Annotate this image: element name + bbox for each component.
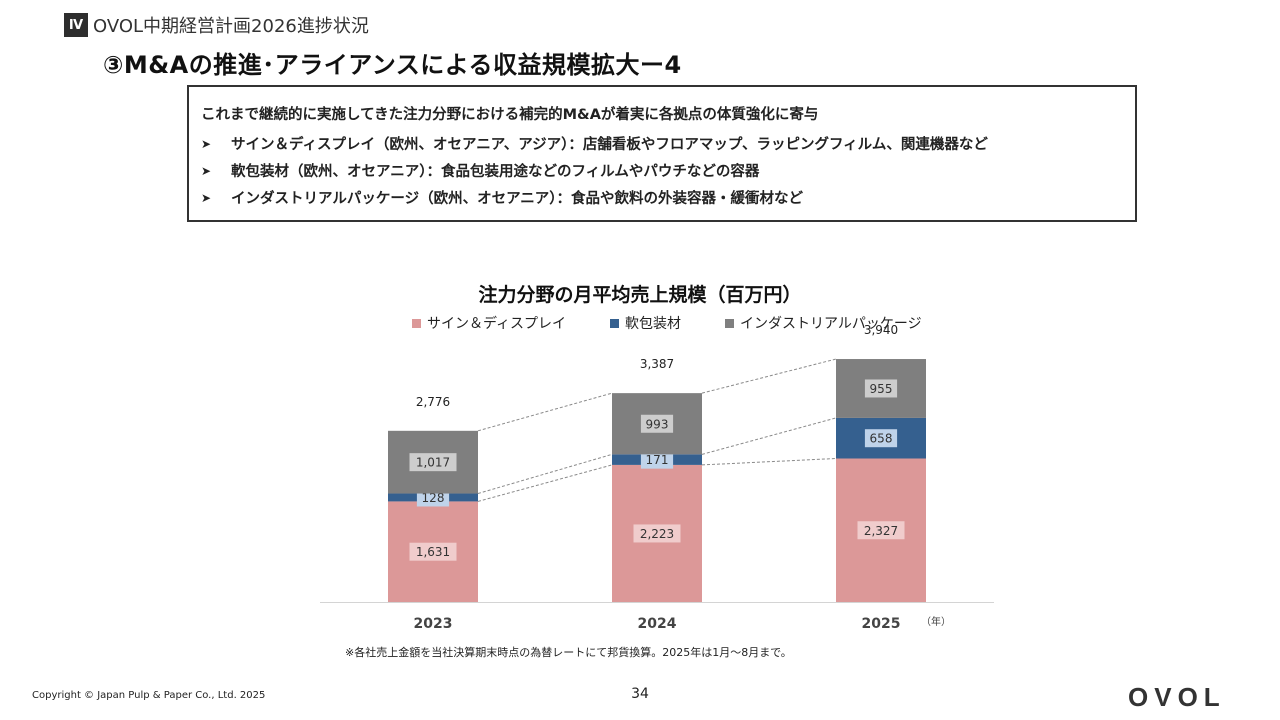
info-box: これまで継続的に実施してきた注力分野における補完的M&Aが着実に各拠点の体質強化… (187, 85, 1137, 222)
bullet-text: 軟包装材（欧州、オセアニア）：食品包装用途などのフィルムやパウチなどの容器 (231, 164, 760, 180)
data-label-bg (409, 542, 457, 561)
connector-line (701, 358, 837, 394)
data-label-bg (409, 453, 457, 472)
x-tick-label: 2023 (414, 616, 453, 632)
arrowhead-icon: ➤ (201, 163, 212, 178)
legend-item-sign-display: サイン＆ディスプレイ (412, 313, 566, 333)
total-label: 3,940 (864, 323, 898, 337)
bullet-text: インダストリアルパッケージ（欧州、オセアニア）：食品や飲料の外装容器・緩衝材など (231, 191, 804, 207)
arrowhead-icon: ➤ (201, 190, 212, 205)
section-title: OVOL中期経営計画2026進捗状況 (93, 16, 369, 37)
legend-item-flexible-packaging: 軟包装材 (610, 313, 681, 333)
x-tick-label: 2024 (638, 616, 677, 632)
connector-line (477, 453, 613, 495)
bullet-item: ➤ 軟包装材（欧州、オセアニア）：食品包装用途などのフィルムやパウチなどの容器 (201, 157, 1123, 184)
info-intro: これまで継続的に実施してきた注力分野における補完的M&Aが着実に各拠点の体質強化… (201, 107, 819, 123)
bullet-item: ➤ サイン＆ディスプレイ（欧州、オセアニア、アジア）：店舗看板やフロアマップ、ラ… (201, 130, 1123, 157)
data-label-bg (864, 429, 898, 448)
data-label: 2,223 (640, 527, 674, 541)
bullet-text: サイン＆ディスプレイ（欧州、オセアニア、アジア）：店舗看板やフロアマップ、ラッピ… (231, 137, 988, 153)
data-label-bg (857, 521, 905, 540)
legend-swatch (725, 318, 735, 328)
data-label: 993 (646, 417, 669, 431)
data-label: 955 (870, 382, 893, 396)
data-label: 1,631 (416, 545, 450, 559)
footnote: ※各社売上金額を当社決算期末時点の為替レートにて邦貨換算。2025年は1月～8月… (345, 646, 792, 659)
section-badge: Ⅳ (64, 13, 88, 37)
connector-line (701, 458, 837, 466)
page-title: ③M&Aの推進･アライアンスによる収益規模拡大ー4 (103, 51, 682, 79)
data-label: 171 (646, 453, 669, 467)
legend-label: インダストリアルパッケージ (740, 316, 922, 332)
total-label: 2,776 (416, 395, 450, 409)
legend-item-industrial-packaging: インダストリアルパッケージ (725, 313, 922, 333)
total-label: 3,387 (640, 357, 674, 371)
chart-title: 注力分野の月平均売上規模（百万円） (478, 284, 802, 306)
legend-label: 軟包装材 (625, 316, 682, 332)
data-label-bg (640, 450, 674, 469)
legend-swatch (610, 318, 620, 328)
data-label-bg (640, 414, 674, 433)
data-label: 2,327 (864, 524, 898, 538)
connector-line (701, 417, 837, 455)
data-label-bg (864, 379, 898, 398)
chart-legend: サイン＆ディスプレイ 軟包装材 インダストリアルパッケージ (412, 313, 966, 333)
page-number: 34 (631, 686, 649, 702)
data-label: 1,017 (416, 456, 450, 470)
data-label: 658 (870, 432, 893, 446)
legend-label: サイン＆ディスプレイ (427, 316, 567, 332)
x-unit-label: （年） (921, 615, 951, 628)
x-tick-label: 2025 (862, 616, 901, 632)
data-label-bg (633, 524, 681, 543)
copyright: Copyright © Japan Pulp & Paper Co., Ltd.… (32, 690, 266, 701)
data-label: 128 (422, 491, 445, 505)
connector-line (477, 392, 613, 432)
arrowhead-icon: ➤ (201, 136, 212, 151)
legend-swatch (412, 318, 421, 328)
ovol-logo: OVOL (1128, 684, 1226, 710)
bullet-item: ➤ インダストリアルパッケージ（欧州、オセアニア）：食品や飲料の外装容器・緩衝材… (201, 184, 1123, 211)
svg-text:OVOL: OVOL (1128, 684, 1226, 710)
connector-line (477, 464, 613, 502)
